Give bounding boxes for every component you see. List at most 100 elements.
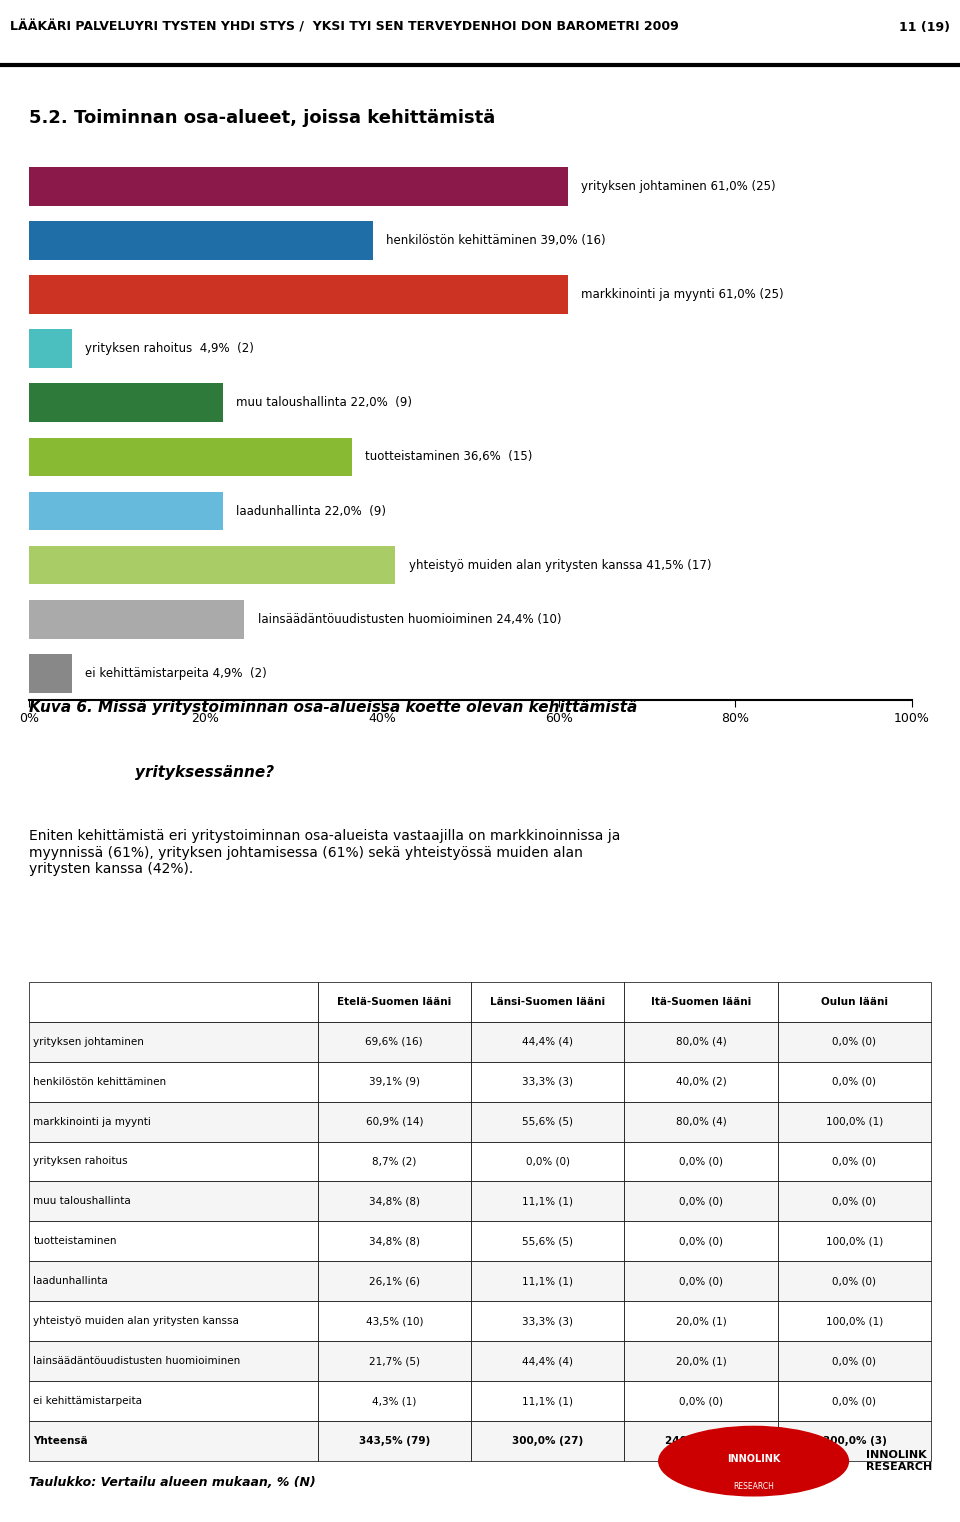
FancyBboxPatch shape <box>778 1262 931 1301</box>
Text: ei kehittämistarpeita: ei kehittämistarpeita <box>34 1396 142 1406</box>
Text: 11,1% (1): 11,1% (1) <box>522 1196 573 1207</box>
Text: 80,0% (4): 80,0% (4) <box>676 1117 727 1126</box>
Text: 8,7% (2): 8,7% (2) <box>372 1157 417 1166</box>
FancyBboxPatch shape <box>778 1021 931 1062</box>
Text: 4,3% (1): 4,3% (1) <box>372 1396 417 1406</box>
Text: 0,0% (0): 0,0% (0) <box>832 1277 876 1286</box>
FancyBboxPatch shape <box>318 1422 471 1461</box>
Text: tuotteistaminen: tuotteistaminen <box>34 1236 117 1247</box>
Text: muu taloushallinta 22,0%  (9): muu taloushallinta 22,0% (9) <box>236 396 413 409</box>
FancyBboxPatch shape <box>624 1062 778 1102</box>
Text: lainsäädäntöuudistusten huomioiminen 24,4% (10): lainsäädäntöuudistusten huomioiminen 24,… <box>257 612 561 626</box>
Text: 21,7% (5): 21,7% (5) <box>369 1356 420 1367</box>
Text: 11 (19): 11 (19) <box>900 20 950 33</box>
Text: 5.2. Toiminnan osa-alueet, joissa kehittämistä: 5.2. Toiminnan osa-alueet, joissa kehitt… <box>29 110 495 126</box>
FancyBboxPatch shape <box>318 1262 471 1301</box>
FancyBboxPatch shape <box>318 1382 471 1422</box>
Text: 26,1% (6): 26,1% (6) <box>369 1277 420 1286</box>
FancyBboxPatch shape <box>29 1021 318 1062</box>
Text: 0,0% (0): 0,0% (0) <box>832 1396 876 1406</box>
Text: yhteistyö muiden alan yritysten kanssa 41,5% (17): yhteistyö muiden alan yritysten kanssa 4… <box>409 559 711 572</box>
Text: Yhteensä: Yhteensä <box>34 1437 88 1446</box>
Text: 0,0% (0): 0,0% (0) <box>832 1196 876 1207</box>
FancyBboxPatch shape <box>29 1221 318 1262</box>
FancyBboxPatch shape <box>778 1221 931 1262</box>
FancyBboxPatch shape <box>778 1382 931 1422</box>
Text: yrityksen johtaminen 61,0% (25): yrityksen johtaminen 61,0% (25) <box>581 180 776 193</box>
Text: laadunhallinta 22,0%  (9): laadunhallinta 22,0% (9) <box>236 504 386 517</box>
FancyBboxPatch shape <box>624 1422 778 1461</box>
Text: 300,0% (27): 300,0% (27) <box>512 1437 584 1446</box>
FancyBboxPatch shape <box>471 982 624 1021</box>
Bar <box>29 221 373 260</box>
Text: 20,0% (1): 20,0% (1) <box>676 1356 727 1367</box>
Text: 44,4% (4): 44,4% (4) <box>522 1036 573 1047</box>
FancyBboxPatch shape <box>318 1142 471 1181</box>
Text: tuotteistaminen 36,6%  (15): tuotteistaminen 36,6% (15) <box>366 451 533 464</box>
Bar <box>29 600 244 639</box>
Text: 11,1% (1): 11,1% (1) <box>522 1396 573 1406</box>
Bar <box>29 167 567 207</box>
Text: 0,0% (0): 0,0% (0) <box>679 1277 723 1286</box>
FancyBboxPatch shape <box>624 1341 778 1382</box>
Text: 39,1% (9): 39,1% (9) <box>369 1076 420 1087</box>
Text: Etelä-Suomen lääni: Etelä-Suomen lääni <box>337 997 451 1006</box>
Text: LÄÄKÄRI PALVELUYRI TYSTEN YHDI STYS /  YKSI TYI SEN TERVEYDENHOI DON BAROMETRI 2: LÄÄKÄRI PALVELUYRI TYSTEN YHDI STYS / YK… <box>10 20 679 33</box>
Text: 69,6% (16): 69,6% (16) <box>366 1036 423 1047</box>
Text: yhteistyö muiden alan yritysten kanssa: yhteistyö muiden alan yritysten kanssa <box>34 1317 239 1326</box>
Text: 0,0% (0): 0,0% (0) <box>526 1157 569 1166</box>
FancyBboxPatch shape <box>624 1102 778 1142</box>
Text: henkilöstön kehittäminen: henkilöstön kehittäminen <box>34 1076 166 1087</box>
Text: 33,3% (3): 33,3% (3) <box>522 1317 573 1326</box>
FancyBboxPatch shape <box>624 1021 778 1062</box>
FancyBboxPatch shape <box>471 1181 624 1221</box>
Bar <box>29 275 567 315</box>
FancyBboxPatch shape <box>778 982 931 1021</box>
FancyBboxPatch shape <box>624 1382 778 1422</box>
Text: 0,0% (0): 0,0% (0) <box>679 1236 723 1247</box>
FancyBboxPatch shape <box>29 982 318 1021</box>
Bar <box>29 329 72 368</box>
Text: 55,6% (5): 55,6% (5) <box>522 1236 573 1247</box>
Text: yrityksen rahoitus: yrityksen rahoitus <box>34 1157 128 1166</box>
Text: yrityksessänne?: yrityksessänne? <box>134 764 274 779</box>
FancyBboxPatch shape <box>29 1102 318 1142</box>
FancyBboxPatch shape <box>318 982 471 1021</box>
FancyBboxPatch shape <box>318 1341 471 1382</box>
Text: INNOLINK: INNOLINK <box>727 1455 780 1464</box>
FancyBboxPatch shape <box>471 1102 624 1142</box>
Text: 100,0% (1): 100,0% (1) <box>826 1317 883 1326</box>
FancyBboxPatch shape <box>471 1021 624 1062</box>
Text: 40,0% (2): 40,0% (2) <box>676 1076 727 1087</box>
Text: 0,0% (0): 0,0% (0) <box>679 1196 723 1207</box>
Text: INNOLINK
RESEARCH: INNOLINK RESEARCH <box>866 1450 932 1472</box>
Text: 240,0% (12): 240,0% (12) <box>665 1437 736 1446</box>
FancyBboxPatch shape <box>624 1262 778 1301</box>
Text: markkinointi ja myynti: markkinointi ja myynti <box>34 1117 151 1126</box>
FancyBboxPatch shape <box>624 1221 778 1262</box>
Text: Taulukko: Vertailu alueen mukaan, % (N): Taulukko: Vertailu alueen mukaan, % (N) <box>29 1475 316 1489</box>
Text: 0,0% (0): 0,0% (0) <box>679 1396 723 1406</box>
Text: 34,8% (8): 34,8% (8) <box>369 1236 420 1247</box>
FancyBboxPatch shape <box>29 1422 318 1461</box>
FancyBboxPatch shape <box>29 1062 318 1102</box>
Text: 80,0% (4): 80,0% (4) <box>676 1036 727 1047</box>
Bar <box>29 653 72 693</box>
Bar <box>29 384 223 423</box>
Text: 33,3% (3): 33,3% (3) <box>522 1076 573 1087</box>
FancyBboxPatch shape <box>624 1301 778 1341</box>
FancyBboxPatch shape <box>471 1262 624 1301</box>
FancyBboxPatch shape <box>624 982 778 1021</box>
FancyBboxPatch shape <box>318 1221 471 1262</box>
Text: 20,0% (1): 20,0% (1) <box>676 1317 727 1326</box>
FancyBboxPatch shape <box>778 1422 931 1461</box>
Text: 100,0% (1): 100,0% (1) <box>826 1117 883 1126</box>
Text: 100,0% (1): 100,0% (1) <box>826 1236 883 1247</box>
Text: yrityksen johtaminen: yrityksen johtaminen <box>34 1036 144 1047</box>
Text: lainsäädäntöuudistusten huomioiminen: lainsäädäntöuudistusten huomioiminen <box>34 1356 241 1367</box>
Text: 44,4% (4): 44,4% (4) <box>522 1356 573 1367</box>
Text: henkilöstön kehittäminen 39,0% (16): henkilöstön kehittäminen 39,0% (16) <box>387 234 606 248</box>
FancyBboxPatch shape <box>318 1181 471 1221</box>
FancyBboxPatch shape <box>778 1301 931 1341</box>
FancyBboxPatch shape <box>778 1062 931 1102</box>
